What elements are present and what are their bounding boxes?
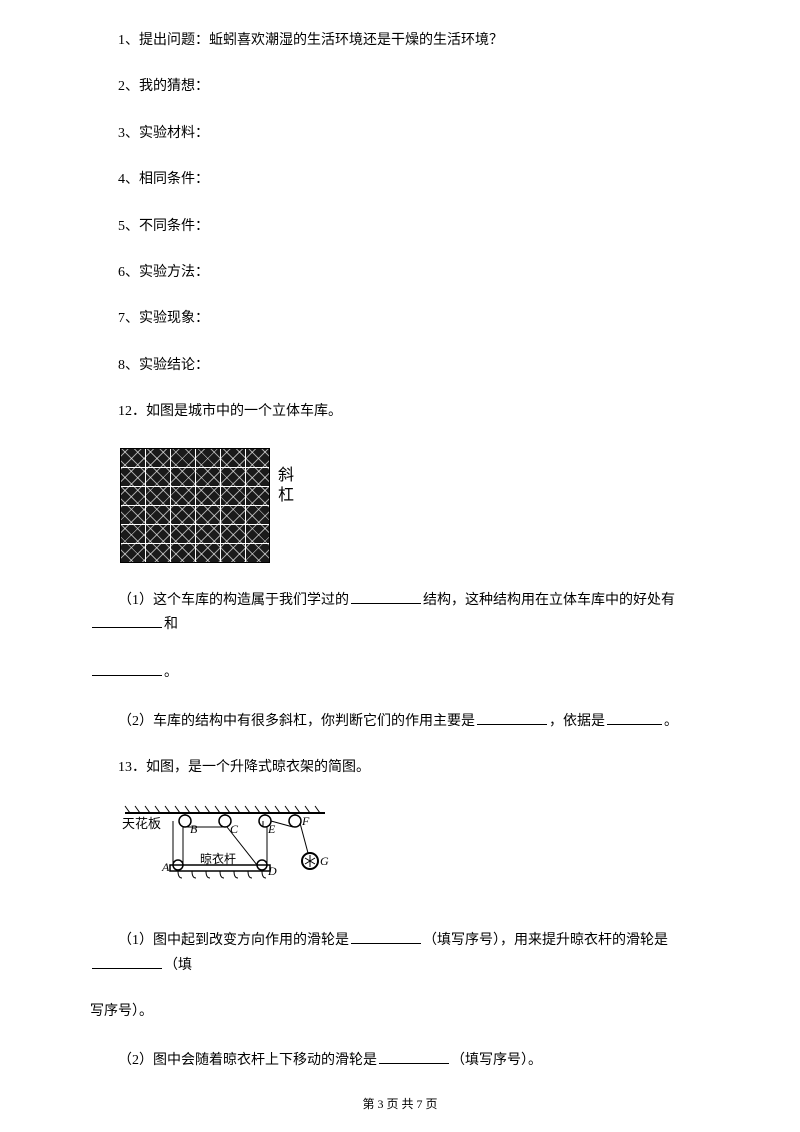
list-item-7: 7、实验现象： bbox=[90, 308, 710, 330]
list-item-5: 5、不同条件： bbox=[90, 216, 710, 238]
svg-text:F: F bbox=[301, 814, 310, 828]
blank-input[interactable] bbox=[477, 709, 547, 725]
q12-part1-suffix: 。 bbox=[164, 665, 178, 680]
q12-part1-mid: 结构，这种结构用在立体车库中的好处有 bbox=[423, 593, 675, 608]
list-item-2: 2、我的猜想： bbox=[90, 76, 710, 98]
blank-input[interactable] bbox=[92, 612, 162, 628]
q12-figure: 斜 杠 bbox=[120, 448, 710, 568]
label-ceiling: 天花板 bbox=[122, 816, 161, 831]
q13-part2-suffix: （填写序号）。 bbox=[451, 1053, 542, 1068]
figure-label-line1: 斜 bbox=[278, 467, 294, 484]
blank-input[interactable] bbox=[92, 660, 162, 676]
svg-text:C: C bbox=[230, 822, 239, 836]
list-item-3: 3、实验材料： bbox=[90, 123, 710, 145]
q12-part1-and: 和 bbox=[164, 617, 178, 632]
q13-part1-prefix: （1）图中起到改变方向作用的滑轮是 bbox=[118, 933, 349, 948]
q12-part2-mid: ，依据是 bbox=[549, 714, 605, 729]
list-item-6: 6、实验方法： bbox=[90, 262, 710, 284]
q13-part2: （2）图中会随着晾衣杆上下移动的滑轮是 （填写序号）。 bbox=[90, 1048, 710, 1072]
blank-input[interactable] bbox=[379, 1048, 449, 1064]
q12-part1: （1）这个车库的构造属于我们学过的 结构，这种结构用在立体车库中的好处有和 bbox=[90, 588, 710, 637]
svg-text:B: B bbox=[190, 822, 198, 836]
list-item-1: 1、提出问题：蚯蚓喜欢潮湿的生活环境还是干燥的生活环境？ bbox=[90, 30, 710, 52]
list-item-4: 4、相同条件： bbox=[90, 169, 710, 191]
q13-part2-prefix: （2）图中会随着晾衣杆上下移动的滑轮是 bbox=[118, 1053, 377, 1068]
q13-part1: （1）图中起到改变方向作用的滑轮是 （填写序号），用来提升晾衣杆的滑轮是 （填 bbox=[90, 928, 710, 977]
blank-input[interactable] bbox=[607, 709, 662, 725]
svg-text:E: E bbox=[267, 822, 276, 836]
blank-input[interactable] bbox=[92, 953, 162, 969]
blank-input[interactable] bbox=[351, 928, 421, 944]
svg-text:A: A bbox=[161, 860, 170, 874]
q13-part1-suffix: （填 bbox=[164, 958, 192, 973]
q13-part1-cont: 写序号）。 bbox=[90, 1001, 710, 1023]
q13-intro: 13．如图，是一个升降式晾衣架的简图。 bbox=[90, 757, 710, 779]
q12-intro: 12．如图是城市中的一个立体车库。 bbox=[90, 401, 710, 423]
svg-text:晾衣杆: 晾衣杆 bbox=[200, 851, 236, 866]
q12-part1-prefix: （1）这个车库的构造属于我们学过的 bbox=[118, 593, 349, 608]
list-item-8: 8、实验结论： bbox=[90, 355, 710, 377]
q13-figure: 天花板 B C E F 晾衣杆 A D G bbox=[120, 803, 710, 908]
svg-text:D: D bbox=[267, 864, 277, 878]
svg-text:G: G bbox=[320, 854, 329, 868]
q12-part2: （2）车库的结构中有很多斜杠，你判断它们的作用主要是 ，依据是 。 bbox=[90, 709, 710, 733]
q12-part2-prefix: （2）车库的结构中有很多斜杠，你判断它们的作用主要是 bbox=[118, 714, 475, 729]
blank-input[interactable] bbox=[351, 588, 421, 604]
q12-part2-suffix: 。 bbox=[664, 714, 678, 729]
q13-part1-mid: （填写序号），用来提升晾衣杆的滑轮是 bbox=[423, 933, 668, 948]
q12-part1-cont: 。 bbox=[90, 660, 710, 684]
figure-label-line2: 杠 bbox=[278, 487, 294, 504]
page-footer: 第 3 页 共 7 页 bbox=[0, 1095, 800, 1112]
